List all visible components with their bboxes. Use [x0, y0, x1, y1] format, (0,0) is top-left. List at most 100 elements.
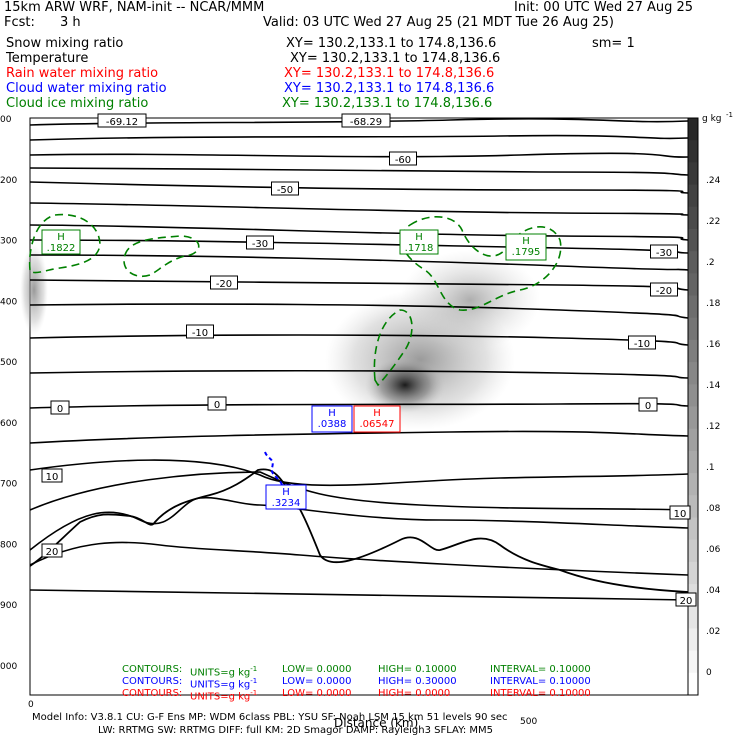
isotherm-label: -68.29 [341, 113, 391, 128]
colorbar-tick-label: .18 [706, 299, 721, 309]
isotherm-label: -50 [271, 181, 299, 196]
field-name-temperature: Temperature [6, 51, 89, 66]
colorbar-segment [688, 228, 698, 252]
colorbar-segment [688, 406, 698, 430]
colorbar-segment [688, 118, 698, 141]
isotherm-label-text: -50 [277, 185, 293, 196]
isotherm-label-text: 0 [645, 401, 651, 412]
isotherm-labels: -69.12 -68.29 -60 -50 -30 -30 -20 -20 -10 -10 0 0 0 1… [41, 113, 697, 607]
contour-info-low: LOW= 0.0000 [282, 688, 352, 699]
max-marker: H.3234 [265, 484, 307, 510]
model-info-line1: Model Info: V3.8.1 CU: G-F Ens MP: WDM 6… [32, 712, 508, 723]
colorbar-segment [688, 251, 698, 274]
cloud-ice-contour [28, 213, 101, 274]
colorbar-tick-label: .02 [706, 627, 720, 637]
colorbar-segment [688, 672, 698, 696]
max-marker: H.1795 [505, 233, 547, 261]
contour-info-prefix: CONTOURS: [122, 688, 183, 699]
field-name-rain: Rain water mixing ratio [6, 66, 159, 81]
colorbar-tick-label: .22 [706, 217, 720, 227]
field-xy-cloud-ice: XY= 130.2,133.1 to 174.8,136.6 [282, 96, 493, 111]
isotherm-label-text: 10 [46, 472, 59, 483]
colorbar-segment [688, 295, 698, 319]
field-name-cloud-water: Cloud water mixing ratio [6, 81, 167, 96]
isotherm-label-text: -20 [216, 279, 232, 290]
colorbar-segment [688, 606, 698, 629]
contour-info-prefix: CONTOURS: [122, 676, 183, 687]
model-title: 15km ARW WRF, NAM-init -- NCAR/MMM [4, 0, 265, 15]
isotherm-label: -30 [246, 235, 274, 250]
max-marker-label: H [373, 408, 381, 419]
isotherm-line [29, 541, 689, 576]
cloud-ice-contour [400, 215, 562, 311]
max-marker-value: .1822 [47, 243, 76, 254]
y-tick-label: 700 [0, 480, 17, 490]
y-tick-label: 400 [0, 297, 17, 307]
colorbar-segment [688, 362, 698, 385]
colorbar-tick-label: .24 [706, 176, 721, 186]
isotherm-label: -10 [186, 324, 214, 339]
max-marker-label: H [282, 487, 290, 498]
isotherm-label-text: -30 [252, 239, 268, 250]
colorbar-tick-label: 0 [706, 668, 712, 678]
colorbar-segment [688, 628, 698, 652]
cloud-ice-contour [123, 235, 200, 277]
forecast-label: Fcst: [4, 15, 35, 30]
isotherm-label: 10 [41, 468, 63, 483]
max-marker-value: .3234 [272, 498, 301, 509]
init-time: Init: 00 UTC Wed 27 Aug 25 [514, 0, 694, 15]
y-tick-label: 200 [0, 176, 17, 186]
field-smooth-snow: sm= 1 [592, 36, 635, 51]
contour-info-high: HIGH= 0.30000 [378, 676, 457, 687]
colorbar-segment [688, 206, 698, 230]
isotherm-label: 0 [50, 400, 70, 415]
contour-info-units: UNITS=g kg-1 [190, 689, 258, 703]
isotherm-label-text: -10 [634, 339, 650, 350]
colorbar-frame [687, 117, 699, 696]
isotherm-line [29, 402, 689, 409]
y-tick-label: 600 [0, 419, 17, 429]
y-tick-label: 800 [0, 540, 17, 550]
field-name-snow: Snow mixing ratio [6, 36, 124, 51]
y-tick-label: 00 [0, 115, 12, 125]
colorbar-unit-exponent: -1 [726, 111, 733, 119]
isotherm-line [29, 181, 689, 194]
colorbar-segment [688, 650, 698, 674]
isotherm-line [29, 167, 689, 176]
colorbar: g kg -1 .24 .22 .2 .18 .16 .14 .12 .1 .08 .06 .04 .02… [687, 111, 733, 696]
isotherm-label-text: 20 [680, 596, 693, 607]
valid-time: Valid: 03 UTC Wed 27 Aug 25 (21 MDT Tue … [263, 15, 614, 30]
contour-info-interval: INTERVAL= 0.10000 [490, 688, 591, 699]
forecast-hour: 3 h [60, 15, 81, 30]
colorbar-segment [688, 273, 698, 297]
max-marker-value: .06547 [360, 419, 395, 430]
isotherm-label: -20 [650, 282, 678, 297]
contour-info-units: UNITS=g kg-1 [190, 665, 258, 679]
field-xy-rain: XY= 130.2,133.1 to 174.8,136.6 [284, 66, 495, 81]
isotherm-label: -20 [210, 275, 238, 290]
isotherm-label-text: -20 [656, 286, 672, 297]
isotherm-label-text: -30 [656, 248, 672, 259]
field-xy-temperature: XY= 130.2,133.1 to 174.8,136.6 [290, 51, 501, 66]
isotherm-label: -10 [628, 335, 656, 350]
y-axis-ticks: 00 200 300 400 500 600 700 800 900 000 [0, 115, 17, 672]
max-marker-label: H [415, 232, 423, 243]
max-marker-label: H [328, 408, 336, 419]
colorbar-tick-label: .2 [706, 258, 715, 268]
contour-info-high: HIGH= 0.10000 [378, 664, 457, 675]
max-marker: H.1822 [41, 229, 81, 255]
colorbar-tick-label: .1 [706, 463, 715, 473]
contour-info-low: LOW= 0.0000 [282, 676, 352, 687]
isotherm-label: 10 [669, 505, 691, 520]
cloud-ice-contours [28, 213, 562, 387]
isotherm-label: -69.12 [97, 113, 147, 128]
isotherm-label-text: 10 [674, 509, 687, 520]
colorbar-segment [688, 517, 698, 541]
isotherm-label-text: -60 [395, 155, 411, 166]
y-tick-label: 500 [0, 358, 17, 368]
isotherm-label-text: -10 [192, 328, 208, 339]
isotherm-label: 20 [675, 592, 697, 607]
isotherm-line [29, 369, 689, 379]
colorbar-tick-label: .12 [706, 422, 720, 432]
